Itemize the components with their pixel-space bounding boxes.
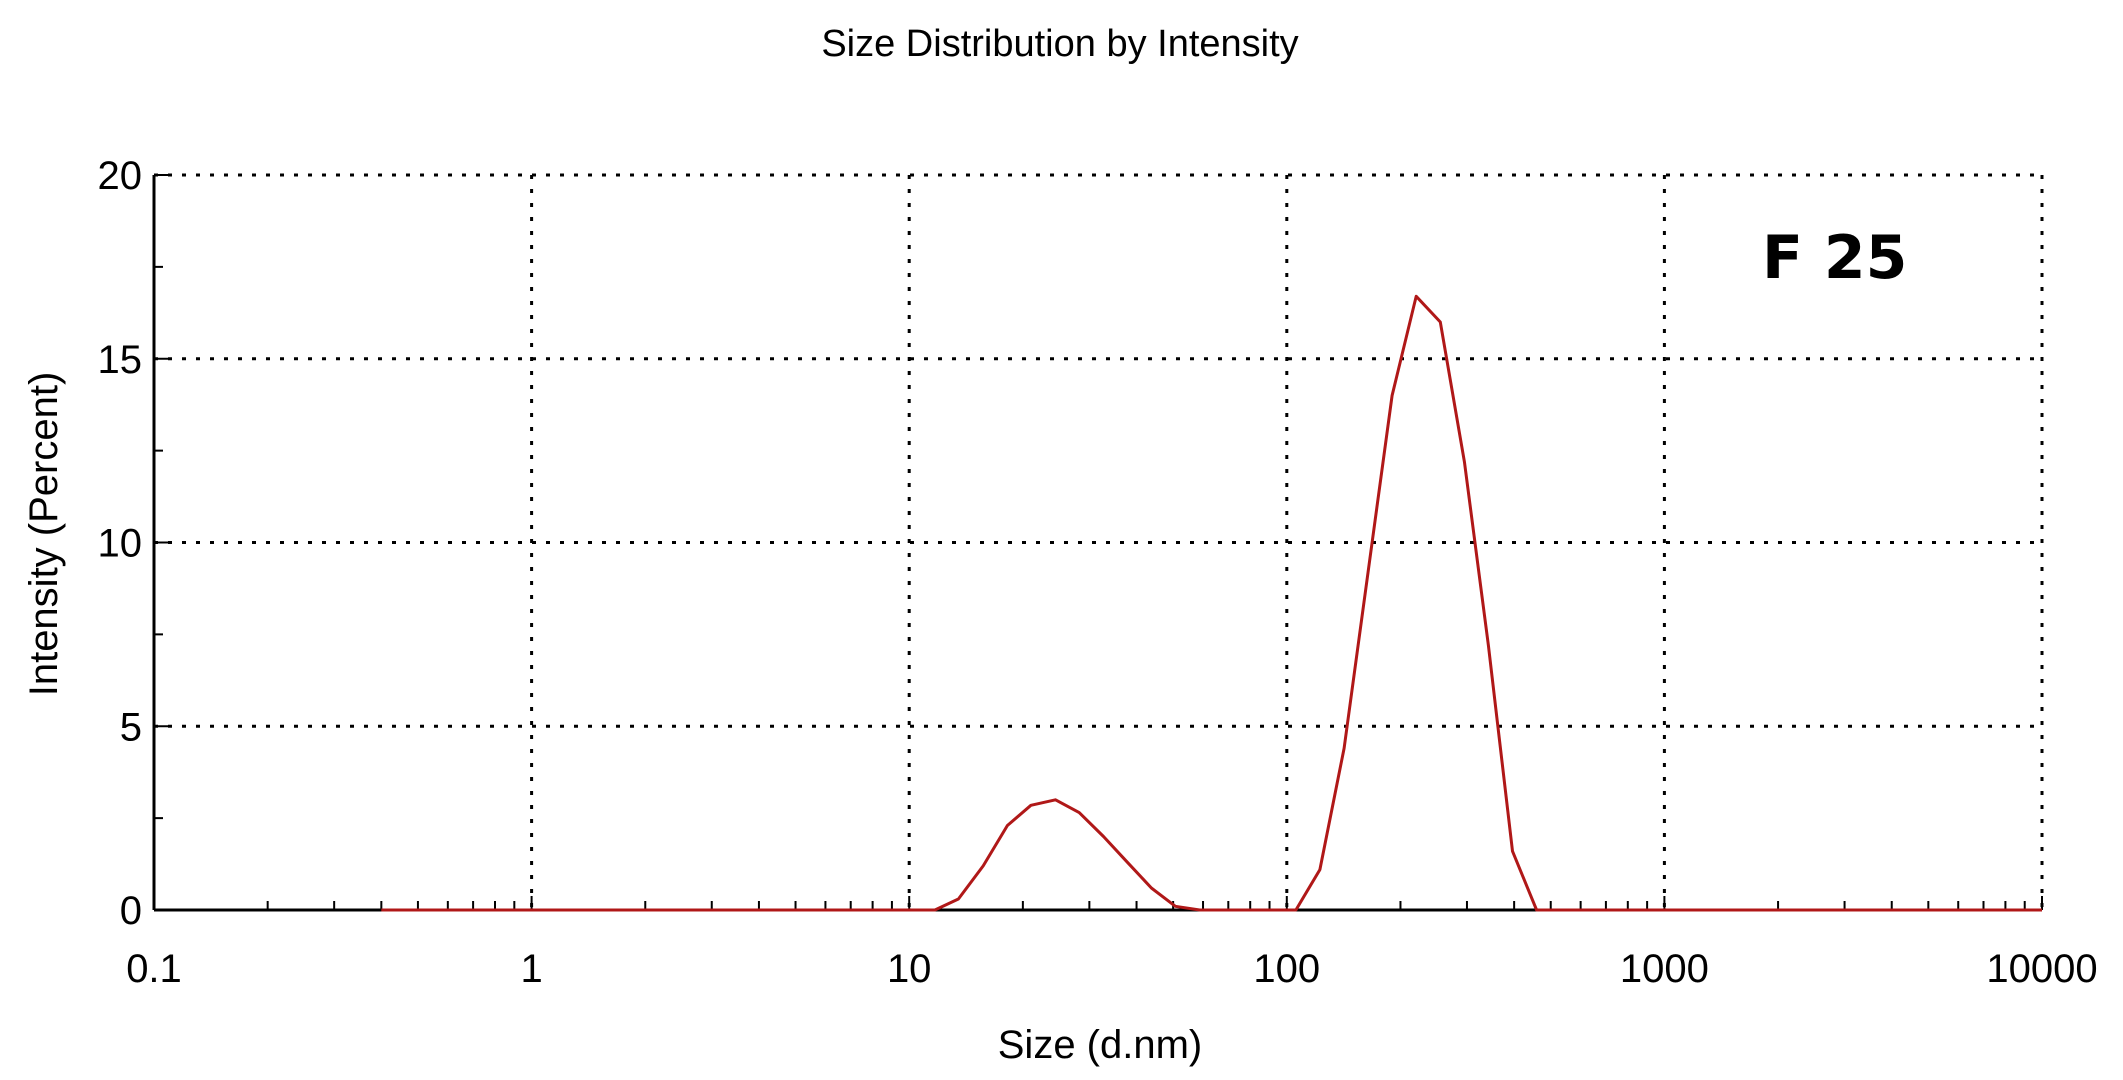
- y-tick-label: 15: [98, 338, 143, 382]
- x-tick-label: 1000: [1620, 947, 1709, 991]
- y-tick-label: 20: [98, 154, 143, 198]
- x-tick-label: 10000: [1986, 947, 2097, 991]
- grid-lines: [152, 173, 2044, 912]
- chart-title: Size Distribution by Intensity: [821, 23, 1298, 65]
- x-tick-label: 0.1: [126, 947, 182, 991]
- y-tick-label: 0: [120, 889, 142, 933]
- y-axis-title: Intensity (Percent): [22, 372, 66, 697]
- x-tick-label: 100: [1253, 947, 1320, 991]
- x-tick-label: 1: [520, 947, 542, 991]
- y-tick-label: 10: [98, 522, 143, 566]
- y-tick-label: 5: [120, 705, 142, 749]
- tick-labels: 0.1 1 10 100 1000 10000 0 5 10 15 20: [98, 154, 2098, 991]
- sample-label-annotation: F 25: [1762, 223, 1907, 293]
- x-axis-title: Size (d.nm): [998, 1023, 1203, 1067]
- series-line: [381, 294, 2042, 912]
- x-tick-label: 10: [887, 947, 932, 991]
